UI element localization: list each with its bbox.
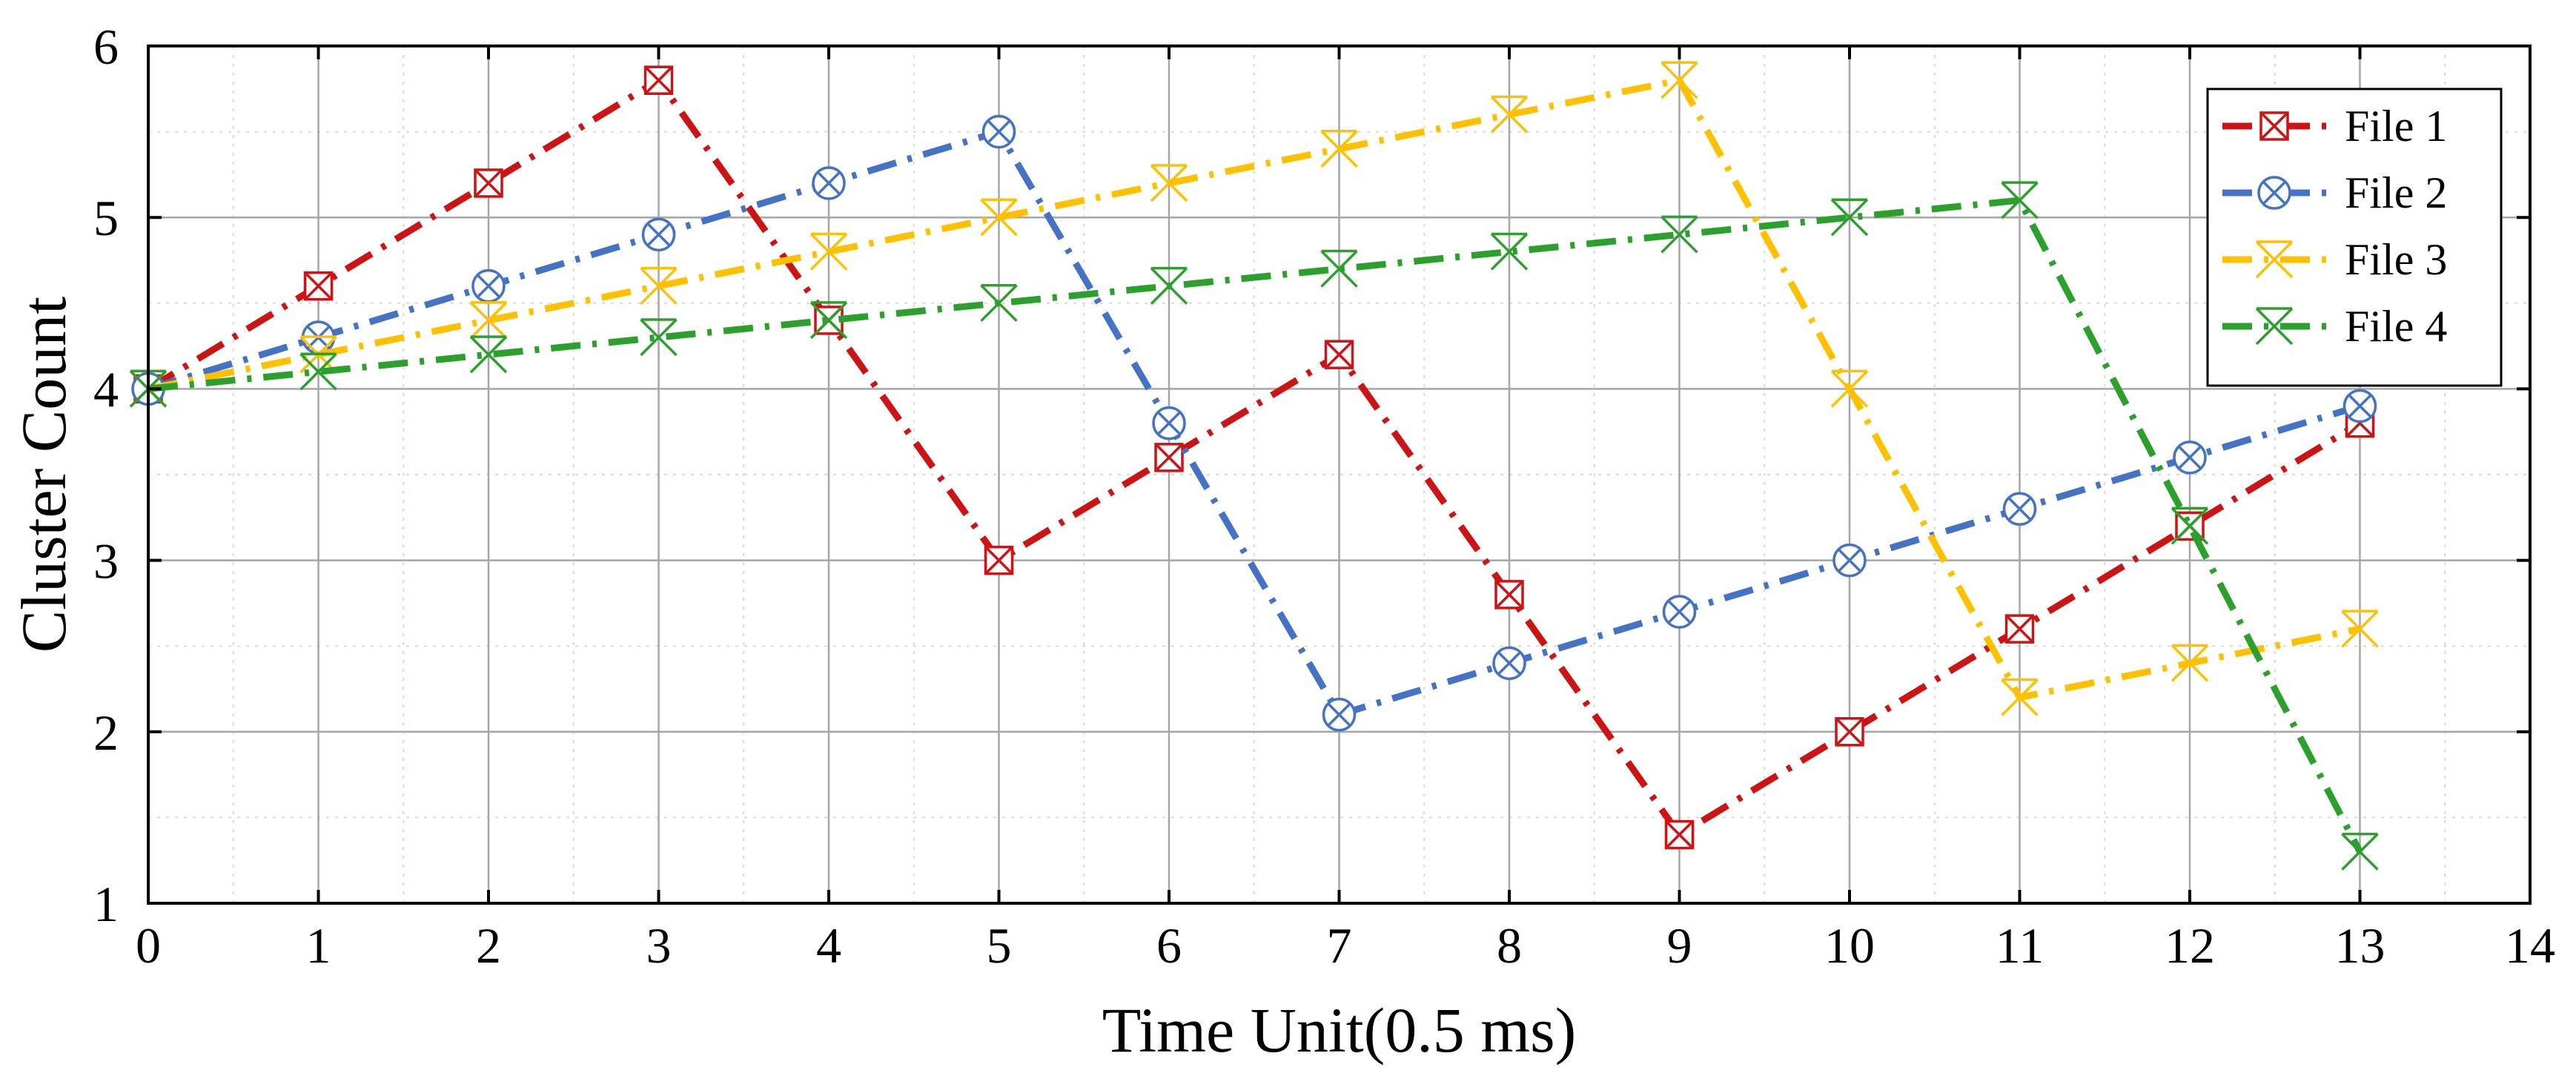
x-tick-label: 5 [987,917,1012,974]
data-point [471,268,506,303]
data-point [1664,819,1695,850]
data-point [299,352,337,391]
data-point [1490,232,1529,271]
axis-ticks [147,44,2532,905]
x-tick-label: 1 [306,917,331,974]
data-point [2171,644,2209,682]
x-tick-label: 10 [1824,917,1875,974]
legend-entry: File 2 [2222,168,2447,217]
legend-label: File 4 [2345,302,2447,351]
y-tick-label: 5 [93,190,119,246]
data-point [809,232,848,271]
data-point [1150,164,1188,202]
y-tick-labels: 1 2 3 4 5 6 [93,19,119,932]
major-grid [148,46,2530,903]
data-point [809,301,848,340]
data-point [643,65,674,95]
data-point [1835,717,1864,747]
x-tick-label: 13 [2335,917,2385,974]
x-tick-label: 0 [136,917,161,974]
legend-label: File 2 [2345,168,2447,217]
x-tick-label: 9 [1667,917,1692,974]
data-point [1661,215,1698,254]
legend-marker [2255,240,2294,279]
series-4 [129,181,2379,871]
data-point [2171,506,2209,545]
data-point [1320,129,1358,168]
data-point [1322,697,1357,732]
legend-marker [2255,307,2294,346]
data-point [1324,340,1354,369]
legend-box [2206,88,2503,387]
x-tick-label: 8 [1497,917,1522,974]
data-point [2001,181,2039,220]
y-axis-label: Cluster Count [8,297,79,653]
series-line [148,76,2361,702]
legend-label: File 3 [2345,235,2447,284]
series-line [147,128,2361,719]
data-point [1154,443,1184,472]
y-tick-label: 6 [93,19,119,75]
data-point [469,335,508,374]
x-tick-label: 3 [646,917,672,974]
data-point [2001,678,2039,716]
data-point [1152,406,1186,440]
y-tick-label: 2 [93,705,119,761]
x-axis-label: Time Unit(0.5 ms) [1102,994,1577,1066]
legend-entry: File 3 [2222,235,2447,284]
x-tick-label: 12 [2165,917,2215,974]
x-tick-labels: 0 1 2 3 4 5 6 7 8 9 10 11 12 13 14 [136,917,2555,974]
data-point [1662,595,1697,629]
series-line [146,76,2362,839]
data-point [1661,61,1698,99]
data-point [2341,610,2379,648]
y-tick-label: 3 [93,533,119,590]
data-point [2004,614,2035,644]
legend: File 1 File 2 File 3 File 4 [2206,88,2503,387]
legend-marker [2257,176,2291,210]
data-point [640,318,678,357]
data-point [2342,389,2377,423]
data-point [1832,543,1867,578]
data-point [1494,580,1524,610]
data-point [1830,198,1869,237]
x-tick-label: 2 [476,917,501,974]
data-point [980,198,1018,237]
x-tick-label: 11 [1996,917,2044,974]
legend-marker [2259,111,2289,141]
series-layer [129,61,2379,871]
series-line [148,197,2363,854]
y-tick-label: 4 [93,361,119,418]
legend-entry: File 4 [2222,302,2447,351]
data-point [2002,492,2037,526]
y-tick-label: 1 [93,876,119,932]
data-point [469,301,508,340]
data-point [640,266,678,305]
data-point [980,284,1018,323]
data-point [984,545,1014,575]
x-tick-label: 6 [1156,917,1182,974]
data-point [812,166,846,200]
data-point [2173,440,2207,475]
data-point [474,168,503,198]
x-tick-label: 14 [2505,917,2555,974]
data-point [303,271,334,301]
data-point [641,217,676,252]
legend-label: File 1 [2345,102,2447,151]
data-point [1150,266,1188,305]
data-point [1830,369,1869,408]
x-tick-label: 4 [816,917,841,974]
data-point [1492,646,1526,681]
x-tick-label: 7 [1327,917,1352,974]
data-point [2341,832,2379,871]
legend-entry: File 1 [2222,102,2447,151]
data-point [1320,249,1358,288]
data-point [1490,95,1529,133]
data-point [981,114,1016,149]
